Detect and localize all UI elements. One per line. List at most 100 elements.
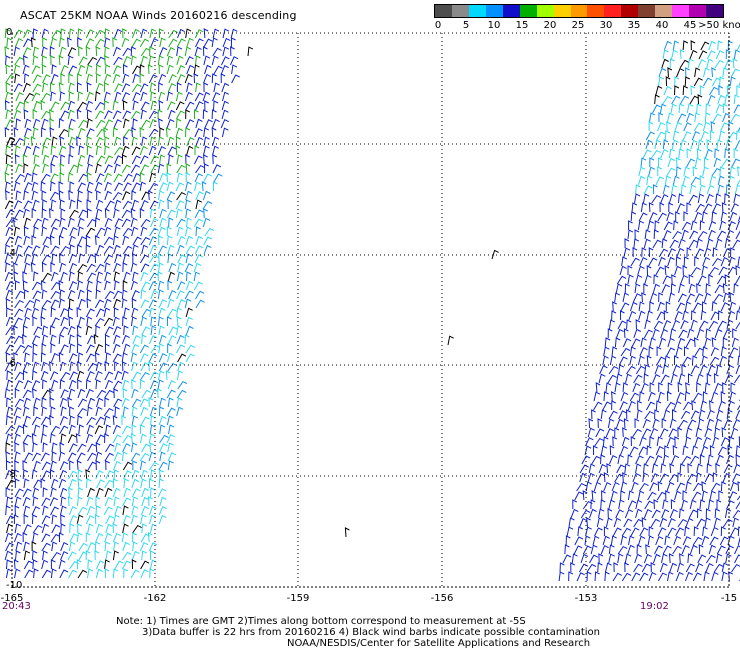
wind-barb	[649, 482, 658, 492]
wind-barb	[634, 193, 641, 204]
wind-barb	[185, 245, 195, 255]
wind-barb	[195, 299, 205, 309]
wind-barb	[13, 226, 21, 237]
wind-barb	[680, 184, 687, 195]
wind-barb	[655, 176, 665, 186]
wind-barb	[132, 532, 137, 543]
wind-barb	[616, 373, 623, 384]
wind-barb	[724, 148, 730, 159]
wind-barb	[23, 505, 31, 516]
wind-barb	[13, 262, 18, 273]
wind-barb	[50, 568, 57, 579]
wind-barb	[632, 382, 641, 393]
wind-barb	[613, 562, 619, 573]
wind-barb	[626, 365, 636, 375]
wind-barb	[700, 41, 710, 51]
wind-barb	[158, 73, 167, 84]
wind-barb	[141, 443, 151, 453]
wind-barb	[103, 307, 111, 318]
wind-barb	[698, 50, 708, 60]
lat-label-10: -10	[6, 580, 23, 591]
wind-barb	[5, 109, 12, 120]
wind-barb	[140, 514, 147, 525]
wind-barb	[158, 334, 167, 345]
wind-barb	[712, 203, 721, 213]
wind-barb	[167, 199, 173, 210]
wind-barb	[166, 415, 174, 426]
wind-barb	[596, 473, 606, 483]
wind-barb	[147, 190, 153, 201]
wind-barb	[666, 211, 674, 222]
wind-barb	[51, 442, 58, 453]
wind-barb	[644, 500, 654, 510]
wind-barb	[94, 344, 104, 354]
wind-barb	[69, 533, 79, 543]
wind-barb	[140, 218, 151, 228]
wind-barb	[648, 121, 654, 132]
wind-barb	[31, 380, 41, 390]
note-line-2: 3)Data buffer is 22 hrs from 20160216 4)…	[142, 627, 600, 638]
wind-barb	[58, 559, 66, 570]
wind-barb	[5, 362, 14, 372]
wind-barb	[131, 550, 140, 561]
wind-barb	[95, 496, 101, 507]
wind-barb	[662, 545, 672, 555]
wind-barb	[105, 550, 112, 561]
wind-barb	[68, 470, 78, 480]
wind-barb	[716, 230, 727, 240]
wind-barb	[697, 418, 705, 429]
wind-barb	[599, 365, 608, 375]
wind-barb	[41, 262, 47, 273]
wind-barb	[40, 433, 47, 444]
wind-barb	[122, 245, 133, 255]
wind-barb	[694, 256, 700, 267]
wind-barb	[692, 491, 702, 501]
wind-barb	[593, 391, 601, 402]
wind-barb	[728, 436, 735, 447]
wind-barb	[185, 109, 191, 120]
wind-barb	[175, 127, 184, 138]
wind-barb	[491, 249, 499, 260]
wind-barb	[708, 266, 719, 276]
wind-barb	[50, 307, 56, 318]
wind-barb	[148, 145, 157, 156]
wind-barb	[185, 217, 192, 228]
wind-barb	[59, 361, 67, 372]
wind-barb	[49, 82, 55, 93]
wind-barb	[104, 433, 110, 444]
wind-barb	[68, 136, 76, 147]
wind-barb	[717, 184, 724, 195]
wind-barb	[41, 361, 48, 372]
wind-barb	[712, 472, 718, 483]
wind-barb	[87, 362, 98, 372]
wind-barb	[663, 310, 669, 321]
wind-barb	[40, 307, 47, 318]
wind-barb	[661, 418, 667, 429]
wind-barb	[670, 103, 677, 114]
wind-barb	[737, 355, 740, 366]
wind-barb	[705, 193, 714, 204]
wind-barb	[627, 544, 635, 555]
wind-barb	[718, 130, 726, 141]
wind-barb	[166, 235, 173, 246]
wind-barb	[685, 571, 693, 582]
wind-barb	[86, 263, 96, 273]
wind-barb	[652, 328, 660, 339]
wind-barb	[676, 247, 685, 258]
wind-barb	[149, 550, 155, 561]
wind-barb	[222, 28, 230, 39]
wind-barb	[69, 227, 78, 237]
wind-barb	[194, 128, 203, 138]
wind-barb	[103, 245, 114, 255]
wind-barb	[662, 275, 672, 285]
wind-barb	[212, 164, 222, 174]
wind-barb	[149, 371, 159, 381]
wind-barb	[104, 290, 115, 300]
wind-barb	[585, 437, 594, 447]
wind-barb	[112, 568, 119, 579]
wind-barb	[649, 157, 655, 168]
wind-barb	[642, 149, 652, 159]
wind-barb	[671, 139, 679, 150]
wind-barb	[705, 563, 714, 573]
wind-barb	[608, 553, 615, 564]
